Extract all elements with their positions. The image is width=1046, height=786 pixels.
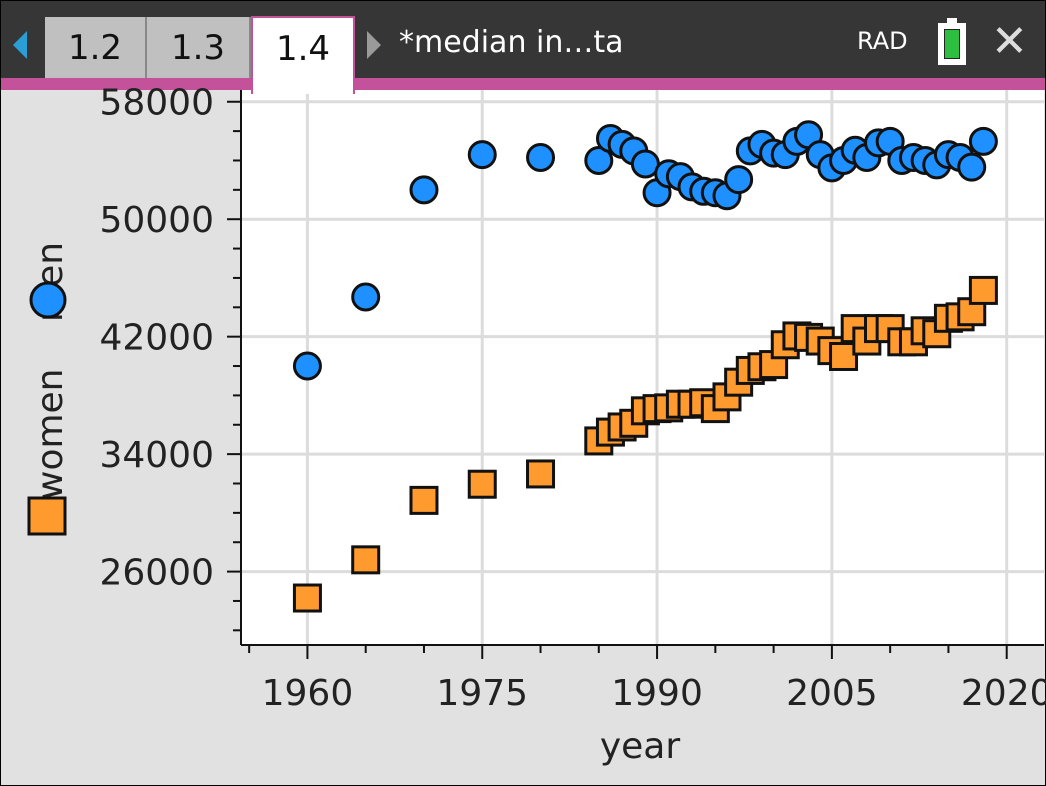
tab-1-4[interactable]: 1.4 — [251, 16, 355, 94]
axes: 1960 1975 1990 2005 2020 26000 34000 42000 50000… — [99, 83, 1046, 714]
document-title: *median in…ta — [399, 25, 624, 60]
angle-mode-indicator: RAD — [857, 27, 908, 55]
men-point — [957, 152, 987, 182]
y-label-women[interactable]: women — [30, 368, 71, 500]
men-point — [584, 145, 614, 175]
men-point — [724, 165, 754, 195]
close-icon[interactable]: ✕ — [991, 16, 1028, 67]
x-axis-label[interactable]: year — [600, 726, 681, 767]
men-point — [968, 126, 998, 156]
women-point — [351, 545, 381, 575]
women-legend-square-icon — [27, 496, 67, 536]
x-tick-label: 2020 — [961, 673, 1046, 714]
women-point — [968, 275, 998, 305]
tab-1-3[interactable]: 1.3 — [147, 17, 251, 79]
x-tick-label: 1960 — [262, 673, 354, 714]
men-legend-circle-icon — [29, 281, 67, 319]
women-point — [526, 459, 556, 489]
data-marks — [292, 120, 998, 613]
y-tick-label: 50000 — [99, 200, 214, 241]
women-point — [292, 583, 322, 613]
women-point — [409, 485, 439, 515]
x-tick-label: 2005 — [786, 673, 878, 714]
x-tick-label: 1990 — [611, 673, 703, 714]
y-tick-label: 58000 — [99, 83, 214, 124]
men-point — [292, 351, 322, 381]
battery-full-icon — [938, 18, 966, 65]
scroll-left-arrow-icon[interactable] — [13, 31, 27, 59]
x-tick-label: 1975 — [436, 673, 528, 714]
men-point — [467, 140, 497, 170]
men-point — [526, 143, 556, 173]
men-point — [409, 175, 439, 205]
women-point — [467, 469, 497, 499]
y-axis-legend: women men — [30, 242, 71, 500]
scroll-right-arrow-icon[interactable] — [367, 31, 381, 59]
women-point — [829, 341, 859, 371]
y-tick-label: 34000 — [99, 435, 214, 476]
men-point — [351, 282, 381, 312]
y-tick-label: 42000 — [99, 318, 214, 359]
tab-1-2[interactable]: 1.2 — [45, 17, 147, 79]
y-tick-label: 26000 — [99, 553, 214, 594]
top-bar: 1.2 1.3 *median in…ta RAD ✕ — [1, 1, 1045, 79]
